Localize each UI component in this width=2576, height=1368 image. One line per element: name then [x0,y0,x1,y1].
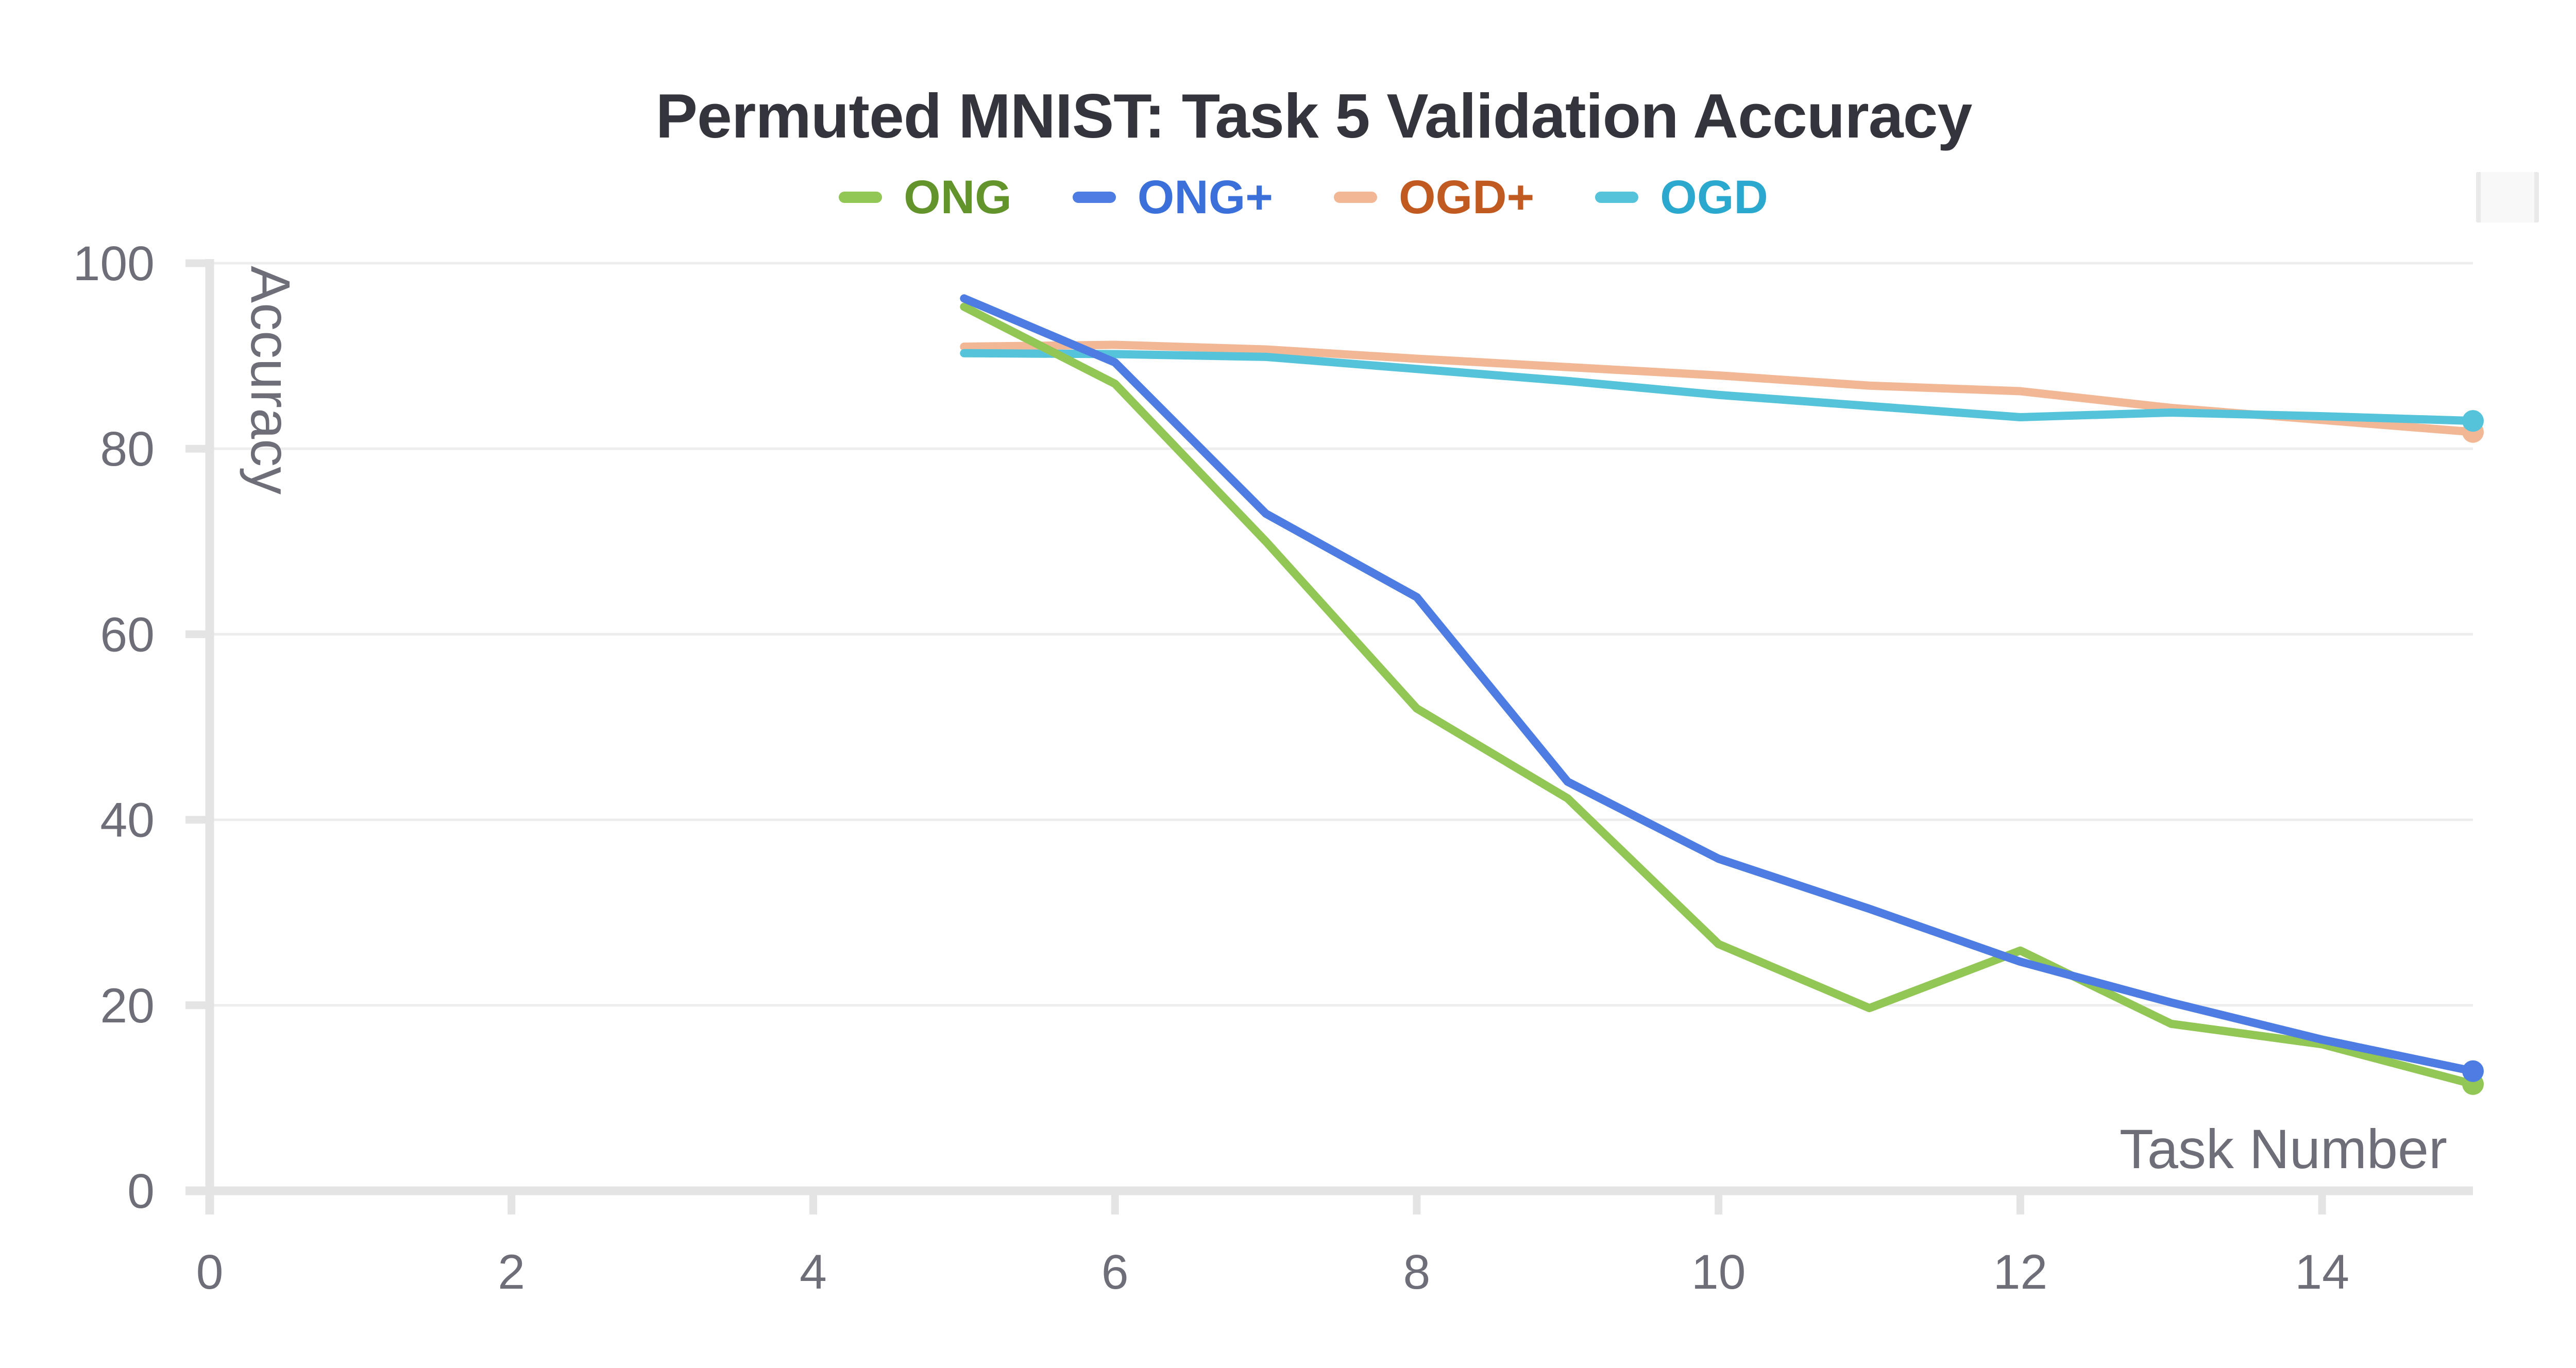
y-tick-label: 20 [100,979,155,1033]
legend: ONG ONG+ OGD+ OGD [644,164,1963,231]
x-tick-label: 2 [498,1245,525,1299]
x-tick-label: 14 [2295,1245,2349,1299]
x-axis-title: Task Number [2120,1118,2447,1180]
legend-swatch-icon [1072,192,1116,203]
legend-item-OGD[interactable]: OGD [1595,174,1768,221]
series-line-OGD [960,349,2477,425]
series-line-ONG [960,302,2477,1088]
end-marker-OGD [2462,410,2484,432]
toolbar-button[interactable] [2476,172,2539,223]
x-tick-label: 10 [1691,1245,1746,1299]
legend-item-ONG+[interactable]: ONG+ [1072,171,1273,224]
y-tick-label: 80 [100,422,155,476]
legend-swatch-icon [1595,192,1639,203]
series-line-ONG+ [960,294,2477,1075]
legend-label: OGD [1660,171,1768,224]
legend-label: OGD+ [1399,171,1535,224]
x-tick-label: 4 [800,1245,827,1299]
x-tick-label: 8 [1403,1245,1431,1299]
y-tick-label: 40 [100,793,155,848]
x-tick-label: 12 [1993,1245,2048,1299]
y-tick-label: 0 [127,1164,155,1219]
y-axis-title: Accuracy [240,266,302,494]
legend-item-ONG[interactable]: ONG [839,174,1012,221]
end-marker-ONG+ [2462,1060,2484,1082]
legend-label: ONG [904,171,1012,224]
y-tick-label: 60 [100,607,155,662]
y-tick-label: 100 [73,236,155,291]
chart-title: Permuted MNIST: Task 5 Validation Accura… [655,81,1973,151]
legend-swatch-icon [839,192,883,203]
x-tick-label: 0 [196,1245,224,1299]
legend-swatch-icon [1334,192,1377,203]
x-tick-label: 6 [1101,1245,1129,1299]
legend-label: ONG+ [1137,171,1273,224]
legend-item-OGD+[interactable]: OGD+ [1334,174,1534,221]
